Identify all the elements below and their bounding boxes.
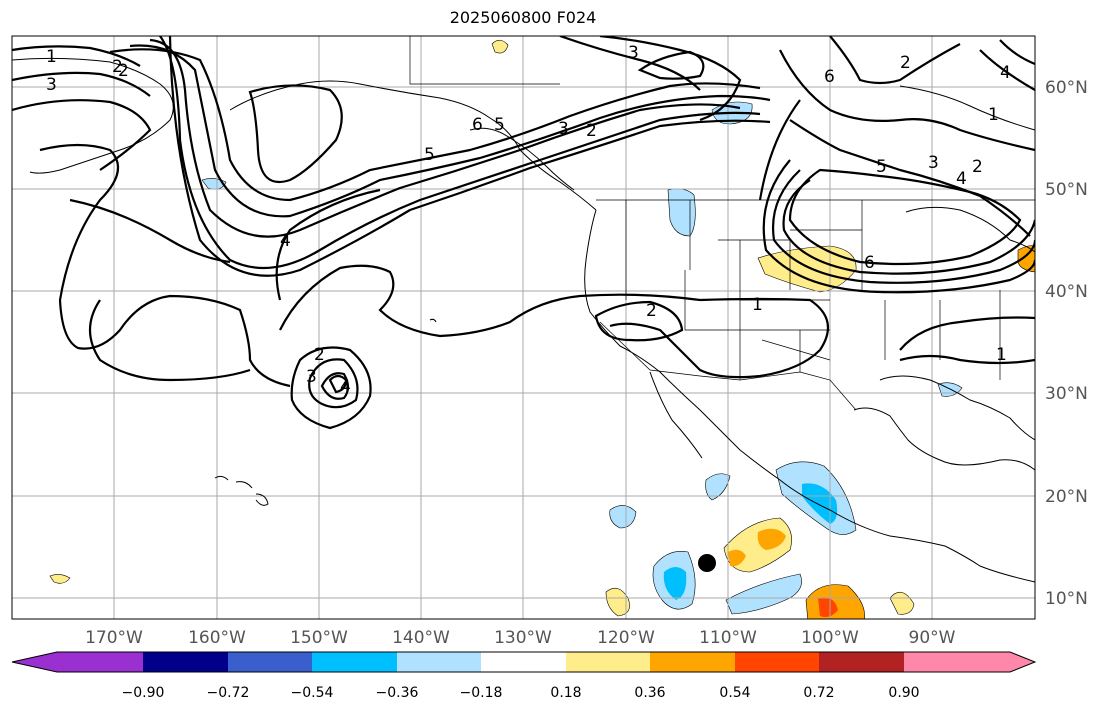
graticule xyxy=(12,36,1035,619)
lon-label: 160°W xyxy=(188,628,246,648)
contour-label: 4 xyxy=(340,377,351,397)
contour-label: 1 xyxy=(752,295,763,315)
contour-label: 3 xyxy=(558,119,569,139)
contour-label: 5 xyxy=(424,145,435,165)
shade-positive-alaska xyxy=(491,39,509,54)
colorbar-outline xyxy=(11,651,1037,673)
lat-label: 40°N xyxy=(1045,282,1088,302)
lon-label: 150°W xyxy=(290,628,348,648)
contour-label: 2 xyxy=(586,121,597,141)
contour-label: 4 xyxy=(956,169,967,189)
colorbar-tick-labels: −0.90 −0.72 −0.54 −0.36 −0.18 0.18 0.36 … xyxy=(122,685,920,701)
colorbar-tick-label: −0.36 xyxy=(376,685,419,701)
shade-negative-baja xyxy=(705,473,731,501)
shaded-anomaly-regions xyxy=(49,39,1035,619)
contour-label: 3 xyxy=(928,153,939,173)
colorbar-tick-label: 0.90 xyxy=(888,685,919,701)
contour-label-group: 1 3 2 3 3 2 5 4 6 1 3 2 4 6 5 2 1 4 2 3 … xyxy=(46,43,1011,397)
shade-positive-se1-core2 xyxy=(728,549,746,567)
coastlines xyxy=(12,57,1035,583)
colorbar-segments xyxy=(12,652,1035,672)
colorbar-tick-label: 0.54 xyxy=(719,685,750,701)
colorbar-segment xyxy=(228,652,312,672)
contour-label: 2 xyxy=(118,61,129,81)
colorbar-segment xyxy=(12,652,143,672)
contour-label: 1 xyxy=(988,105,999,125)
lat-label: 30°N xyxy=(1045,384,1088,404)
shade-negative-s2 xyxy=(725,573,802,615)
shade-positive-s3 xyxy=(605,587,630,617)
colorbar-tick-label: −0.72 xyxy=(207,685,250,701)
map-frame xyxy=(11,35,1036,620)
colorbar-tick-label: −0.54 xyxy=(291,685,334,701)
colorbar-segment xyxy=(735,652,819,672)
shade-positive-hawaii-w xyxy=(49,574,71,584)
lat-label: 10°N xyxy=(1045,589,1088,609)
colorbar-tick-label: −0.18 xyxy=(460,685,503,701)
contour-label: 5 xyxy=(494,115,505,135)
colorbar-segment xyxy=(819,652,904,672)
contour-label: 4 xyxy=(1000,63,1011,83)
lon-label: 90°W xyxy=(909,628,956,648)
longitude-labels: 170°W 160°W 150°W 140°W 130°W 120°W 110°… xyxy=(85,628,956,648)
contour-label: 3 xyxy=(46,75,57,95)
shade-negative-mexico-core xyxy=(802,483,838,524)
colorbar-segment xyxy=(650,652,735,672)
lat-label: 50°N xyxy=(1045,180,1088,200)
storm-center-marker xyxy=(698,554,716,572)
lat-label: 60°N xyxy=(1045,78,1088,98)
colorbar-tick-label: −0.90 xyxy=(122,685,165,701)
lon-label: 170°W xyxy=(85,628,143,648)
colorbar-segment xyxy=(397,652,481,672)
lon-label: 140°W xyxy=(392,628,450,648)
colorbar-tick-label: 0.36 xyxy=(634,685,665,701)
contour-label: 2 xyxy=(972,157,983,177)
lat-label: 20°N xyxy=(1045,487,1088,507)
contour-label: 5 xyxy=(876,157,887,177)
lon-label: 100°W xyxy=(801,628,859,648)
contour-label: 6 xyxy=(472,115,483,135)
contour-lines xyxy=(12,36,1035,430)
lon-label: 130°W xyxy=(494,628,552,648)
latitude-labels: 60°N 50°N 40°N 30°N 20°N 10°N xyxy=(1045,78,1088,609)
contour-label: 3 xyxy=(628,43,639,63)
lon-label: 120°W xyxy=(597,628,655,648)
colorbar: −0.90 −0.72 −0.54 −0.36 −0.18 0.18 0.36 … xyxy=(11,651,1037,701)
contour-label: 1 xyxy=(46,47,57,67)
contour-label: 2 xyxy=(646,301,657,321)
colorbar-segment xyxy=(143,652,228,672)
colorbar-segment xyxy=(481,652,566,672)
colorbar-tick-label: 0.18 xyxy=(550,685,581,701)
shade-positive-plains xyxy=(757,245,857,293)
lon-label: 110°W xyxy=(699,628,757,648)
contour-label: 2 xyxy=(900,53,911,73)
contour-label: 6 xyxy=(824,67,835,87)
shade-positive-s4-core xyxy=(818,597,838,618)
contour-label: 2 xyxy=(112,57,123,77)
colorbar-tick-label: 0.72 xyxy=(803,685,834,701)
shade-positive-se1-core xyxy=(757,528,786,550)
contour-label: 2 xyxy=(314,345,325,365)
shade-negative-s1-core xyxy=(663,567,687,600)
contour-label: 6 xyxy=(864,253,875,273)
colorbar-segment xyxy=(904,652,1035,672)
contour-label: 3 xyxy=(306,367,317,387)
shade-negative-w1 xyxy=(609,505,637,529)
contour-label: 4 xyxy=(280,231,291,251)
colorbar-segment xyxy=(566,652,650,672)
map-title: 2025060800 F024 xyxy=(449,8,597,27)
colorbar-segment xyxy=(312,652,397,672)
contour-label: 1 xyxy=(996,345,1007,365)
